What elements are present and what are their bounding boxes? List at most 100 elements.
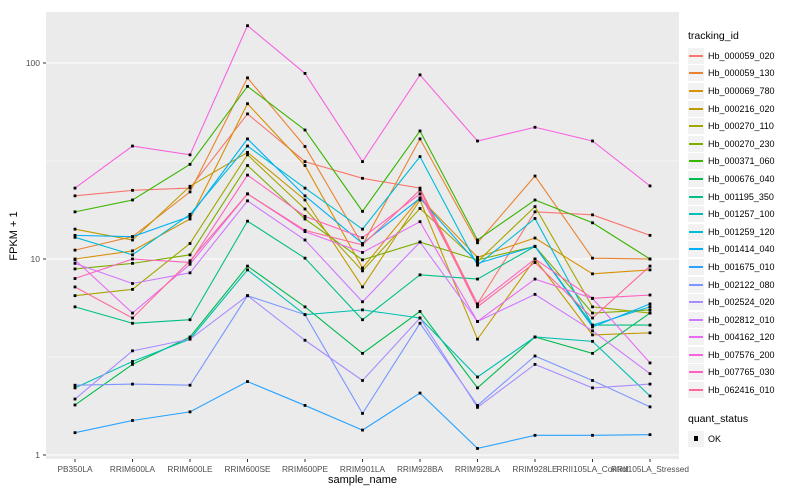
data-point-marker	[303, 228, 307, 232]
x-tick-label: RRII105LA_Control	[557, 464, 629, 474]
data-point-marker	[73, 227, 77, 231]
data-point-marker	[533, 174, 537, 178]
legend-item: Hb_002812_010	[688, 311, 798, 329]
data-point-marker	[361, 258, 364, 262]
data-point-marker	[303, 404, 307, 407]
data-point-marker	[591, 213, 594, 217]
data-point-marker	[418, 391, 422, 395]
data-point-marker	[648, 382, 652, 386]
data-point-marker	[188, 410, 192, 414]
data-point-marker	[303, 128, 307, 132]
x-tick-label: RRII105LA_Stressed	[611, 464, 689, 474]
data-point-marker	[73, 431, 77, 435]
data-point-marker	[246, 192, 249, 196]
data-point-marker	[648, 433, 652, 437]
data-point-marker	[246, 164, 249, 167]
x-tick-label: PB350LA	[57, 464, 93, 474]
data-point-marker	[648, 308, 652, 312]
legend-item-label: Hb_001414_040	[708, 244, 775, 255]
legend-item: Hb_000270_230	[688, 135, 798, 153]
legend-item: Hb_000270_110	[688, 117, 798, 135]
data-point-marker	[188, 184, 192, 188]
data-point-marker	[361, 251, 364, 254]
data-point-marker	[361, 266, 364, 270]
data-point-marker	[591, 311, 594, 315]
data-point-marker	[131, 257, 134, 261]
data-point-marker	[418, 73, 422, 77]
legend-item-label: Hb_000270_110	[708, 121, 774, 132]
data-point-marker	[591, 339, 594, 343]
data-point-marker	[533, 257, 537, 261]
data-point-marker	[303, 338, 307, 342]
data-point-marker	[591, 329, 594, 333]
legend-key-line-icon	[688, 188, 704, 205]
data-point-marker	[476, 305, 479, 309]
legend-item-label: Hb_002524_020	[708, 297, 775, 308]
x-tick-label: RRIM928LE	[512, 464, 558, 474]
plot-panel	[46, 12, 679, 459]
data-point-marker	[188, 212, 192, 216]
data-point-marker	[131, 362, 134, 366]
data-point-marker	[131, 311, 134, 315]
legend-item-label: Hb_000371_060	[708, 156, 775, 167]
data-point-marker	[533, 433, 537, 437]
legend-item-label: Hb_000270_230	[708, 138, 775, 149]
data-point-marker	[303, 256, 307, 260]
data-point-marker	[73, 186, 77, 190]
legend-key-line-icon	[688, 47, 704, 64]
data-point-marker	[246, 264, 249, 268]
data-point-marker	[188, 162, 192, 166]
data-point-marker	[131, 261, 134, 265]
legend-item-label: Hb_000059_020	[708, 50, 775, 61]
data-point-marker	[188, 217, 192, 221]
data-point-marker	[591, 325, 594, 329]
data-point-marker	[533, 261, 537, 264]
data-point-marker	[361, 236, 364, 240]
legend-color-title: tracking_id	[688, 30, 739, 42]
legend-item-label: Hb_001195_350	[708, 191, 774, 202]
x-tick-label: RRIM928BA	[397, 464, 444, 474]
data-point-marker	[361, 428, 364, 432]
legend-item: Hb_001675_010	[688, 258, 798, 276]
legend-item-label: Hb_062416_010	[708, 385, 775, 396]
data-point-marker	[591, 256, 594, 260]
data-point-marker	[361, 285, 364, 289]
data-point-marker	[303, 217, 307, 221]
data-point-marker	[591, 139, 594, 143]
legend-key-line-icon	[688, 153, 704, 170]
data-point-marker	[73, 386, 77, 390]
data-point-marker	[246, 84, 249, 88]
legend-item: Hb_000676_040	[688, 170, 798, 188]
data-point-marker	[533, 362, 537, 366]
legend-key-line-icon	[688, 170, 704, 187]
data-point-marker	[361, 308, 364, 312]
data-point-marker	[591, 305, 594, 309]
data-point-marker	[476, 238, 479, 242]
data-point-marker	[246, 199, 249, 203]
legend-item: Hb_000059_130	[688, 65, 798, 83]
data-point-marker	[648, 331, 652, 335]
black-square-marker-icon	[688, 430, 704, 447]
data-point-marker	[533, 125, 537, 129]
legend-item-label: Hb_007765_030	[708, 367, 775, 378]
y-axis-title: FPKM + 1	[8, 211, 20, 261]
data-point-marker	[361, 242, 364, 245]
data-point-marker	[476, 447, 479, 450]
legend-item-label: Hb_000069_780	[708, 85, 775, 96]
legend-item: Hb_062416_010	[688, 381, 798, 399]
legend-key-line-icon	[688, 100, 704, 117]
x-tick-label: RRIM901LA	[340, 464, 386, 474]
quant-status-label: OK	[708, 433, 722, 444]
data-point-marker	[476, 261, 479, 265]
data-point-marker	[73, 258, 77, 262]
data-point-marker	[476, 258, 479, 262]
legend-key-line-icon	[688, 206, 704, 223]
data-point-marker	[361, 318, 364, 322]
data-point-marker	[303, 160, 307, 164]
data-point-marker	[648, 302, 652, 306]
data-point-marker	[418, 129, 422, 133]
legend-item: Hb_004162_120	[688, 329, 798, 347]
data-point-marker	[246, 294, 249, 298]
data-point-marker	[73, 294, 77, 298]
data-point-marker	[131, 360, 134, 363]
